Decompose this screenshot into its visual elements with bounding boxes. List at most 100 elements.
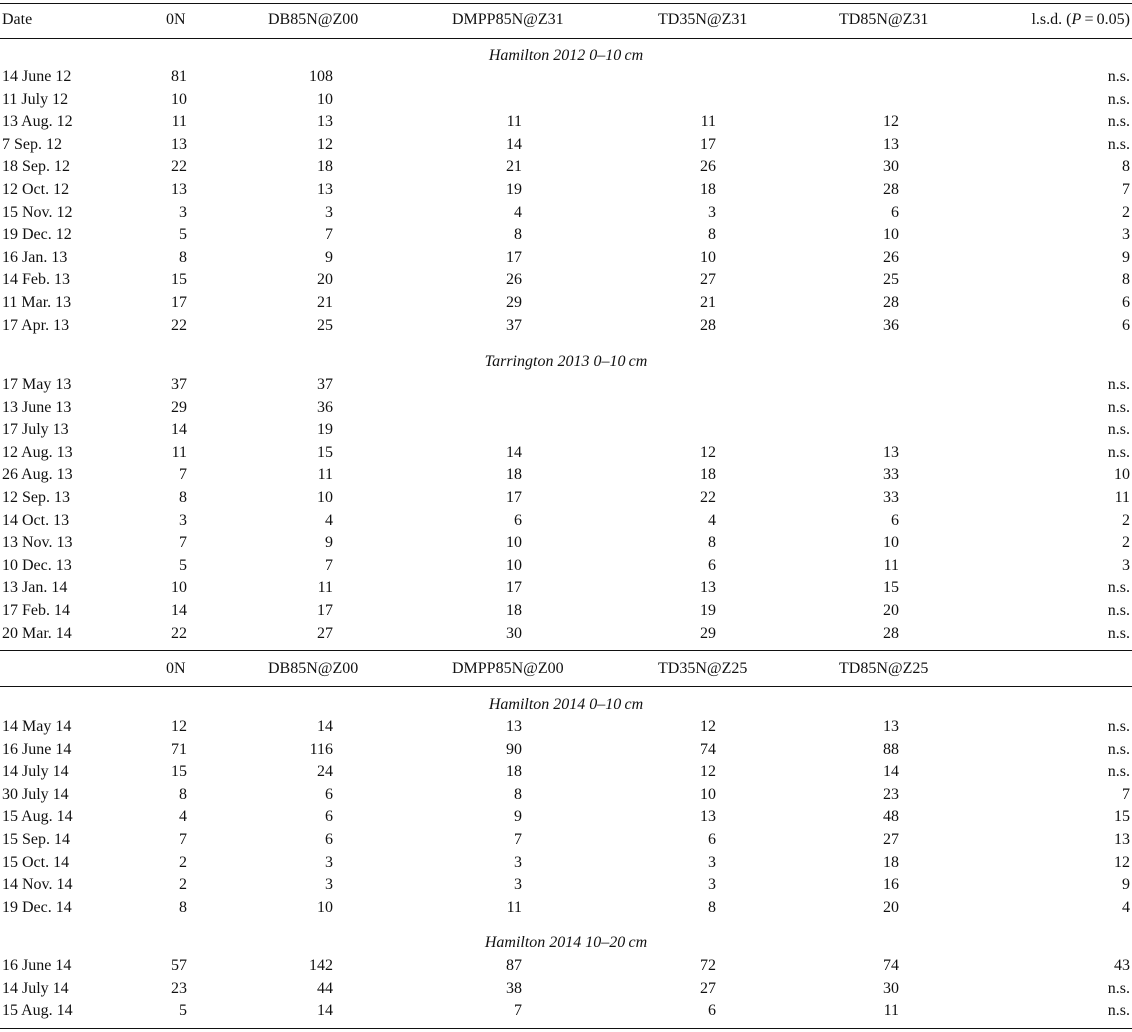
cell-db85n-z00: 6 <box>325 785 333 803</box>
cell-date: 14 July 14 <box>2 979 69 997</box>
cell-dmpp85n: 18 <box>506 763 522 781</box>
cell-db85n-z00: 14 <box>317 1002 333 1020</box>
cell-lsd: 2 <box>1122 203 1130 221</box>
cell-td35n: 27 <box>700 979 716 997</box>
cell-td35n: 12 <box>700 718 716 735</box>
cell-dmpp85n: 87 <box>506 957 522 974</box>
cell-db85n-z00: 9 <box>325 248 333 266</box>
table-row: 15 Aug. 14 5 14 7 6 11 n.s. <box>0 1000 1132 1022</box>
table-row: 11 July 12 10 10 n.s. <box>0 89 1132 111</box>
cell-date: 16 June 14 <box>2 957 72 974</box>
section-title: Tarrington 2013 0–10 cm <box>484 353 648 370</box>
cell-0n: 23 <box>171 979 187 997</box>
cell-lsd: 7 <box>1122 785 1130 803</box>
cell-td35n: 74 <box>700 740 716 758</box>
cell-0n: 13 <box>171 181 187 198</box>
cell-date: 13 Aug. 12 <box>2 113 73 131</box>
cell-td35n: 11 <box>700 113 716 131</box>
cell-dmpp85n: 8 <box>514 226 522 244</box>
cell-dmpp85n: 4 <box>514 203 522 221</box>
table-row: 19 Dec. 14 8 10 11 8 20 4 <box>0 897 1132 919</box>
cell-date: 14 Oct. 13 <box>2 511 70 529</box>
cell-dmpp85n: 30 <box>506 624 522 642</box>
cell-0n: 15 <box>171 763 187 781</box>
cell-0n: 5 <box>179 1002 187 1020</box>
cell-0n: 11 <box>171 443 187 461</box>
cell-0n: 22 <box>171 158 187 176</box>
cell-dmpp85n: 19 <box>506 181 522 198</box>
cell-db85n-z00: 9 <box>325 534 333 552</box>
cell-dmpp85n: 11 <box>506 113 522 131</box>
table-row: 17 Apr. 13 22 25 37 28 36 6 <box>0 315 1132 337</box>
section-title: Hamilton 2012 0–10 cm <box>488 47 644 64</box>
cell-td85n: 6 <box>891 203 899 221</box>
cell-lsd: n.s. <box>1107 624 1130 642</box>
cell-db85n-z00: 142 <box>309 957 333 974</box>
cell-0n: 7 <box>179 466 187 484</box>
cell-date: 15 Sep. 14 <box>2 831 70 848</box>
cell-date: 15 Nov. 12 <box>2 203 73 221</box>
table-row: 30 July 14 8 6 8 10 23 7 <box>0 784 1132 806</box>
cell-td85n: 28 <box>883 294 899 311</box>
cell-0n: 8 <box>179 785 187 803</box>
cell-0n: 13 <box>171 135 187 153</box>
section-title: Hamilton 2014 10–20 cm <box>484 934 648 951</box>
table-row: 16 June 14 57 142 87 72 74 43 <box>0 955 1132 977</box>
cell-dmpp85n: 11 <box>506 898 522 916</box>
header-td85n: TD85N@Z25 <box>839 660 929 677</box>
cell-td85n: 28 <box>883 624 899 642</box>
cell-td85n: 12 <box>883 113 899 131</box>
cell-td85n: 10 <box>883 534 899 552</box>
cell-td85n: 14 <box>883 763 899 781</box>
table-row: 16 Jan. 13 8 9 17 10 26 9 <box>0 247 1132 269</box>
cell-td85n: 13 <box>883 135 899 153</box>
cell-date: 13 June 13 <box>2 398 72 416</box>
top-rule <box>0 3 1132 4</box>
cell-td35n: 18 <box>700 466 716 484</box>
cell-td85n: 30 <box>883 158 899 176</box>
cell-db85n-z00: 17 <box>317 602 333 619</box>
cell-td85n: 15 <box>883 579 899 597</box>
cell-0n: 11 <box>171 113 187 131</box>
cell-date: 19 Dec. 12 <box>2 226 72 244</box>
cell-lsd: 3 <box>1122 556 1130 574</box>
cell-db85n-z00: 14 <box>317 718 333 735</box>
cell-db85n-z00: 44 <box>317 979 333 997</box>
cell-0n: 22 <box>171 624 187 642</box>
cell-0n: 5 <box>179 226 187 244</box>
cell-date: 15 Oct. 14 <box>2 853 70 871</box>
cell-lsd: 11 <box>1114 489 1130 506</box>
cell-lsd: 15 <box>1114 808 1130 826</box>
cell-date: 10 Dec. 13 <box>2 556 72 574</box>
cell-0n: 4 <box>179 808 187 826</box>
cell-0n: 2 <box>179 853 187 871</box>
cell-date: 15 Aug. 14 <box>2 808 73 826</box>
cell-lsd: 9 <box>1122 248 1130 266</box>
cell-lsd: 13 <box>1114 831 1130 848</box>
cell-0n: 71 <box>171 740 187 758</box>
cell-0n: 7 <box>179 831 187 848</box>
cell-db85n-z00: 25 <box>317 316 333 334</box>
cell-dmpp85n: 17 <box>506 579 522 597</box>
cell-td85n: 10 <box>883 226 899 244</box>
cell-dmpp85n: 26 <box>506 271 522 289</box>
table-row: 17 May 13 37 37 n.s. <box>0 374 1132 396</box>
cell-date: 12 Sep. 13 <box>2 489 70 506</box>
cell-db85n-z00: 7 <box>325 556 333 574</box>
cell-td35n: 3 <box>708 853 716 871</box>
cell-db85n-z00: 36 <box>317 398 333 416</box>
table-row: 14 Feb. 13 15 20 26 27 25 8 <box>0 269 1132 291</box>
header-dmpp85n: DMPP85N@Z31 <box>452 11 564 28</box>
cell-td85n: 23 <box>883 785 899 803</box>
cell-lsd: n.s. <box>1107 763 1130 781</box>
cell-dmpp85n: 21 <box>506 158 522 176</box>
cell-lsd: n.s. <box>1107 443 1130 461</box>
cell-db85n-z00: 116 <box>309 740 333 758</box>
cell-date: 14 May 14 <box>2 718 72 735</box>
cell-0n: 22 <box>171 316 187 334</box>
table-row: 14 June 12 81 108 n.s. <box>0 66 1132 88</box>
cell-td35n: 27 <box>700 271 716 289</box>
subheader-rule <box>0 686 1132 687</box>
cell-td35n: 10 <box>700 785 716 803</box>
